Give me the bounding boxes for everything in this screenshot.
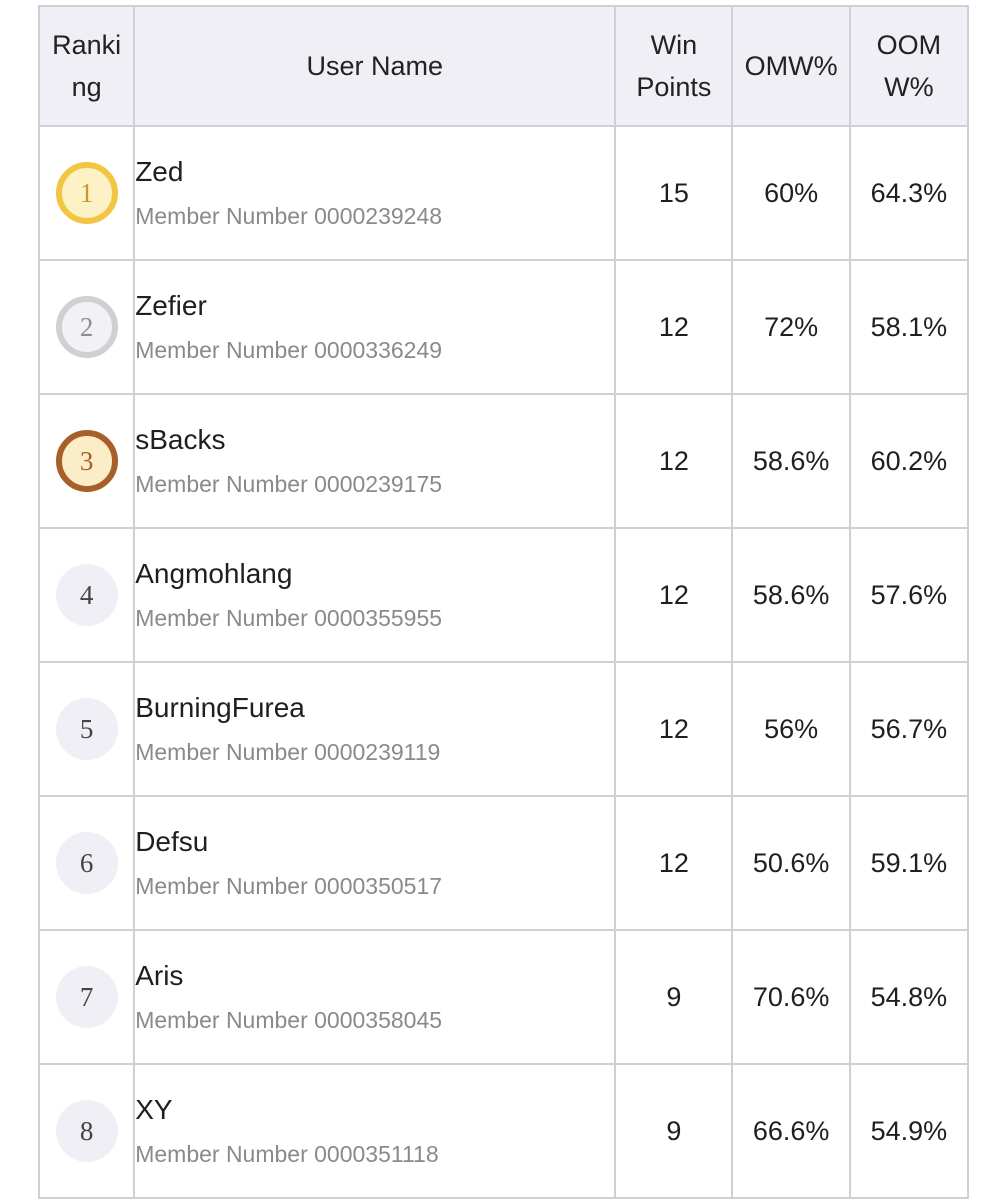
- win-points-cell: 12: [614, 661, 734, 797]
- oomw-cell: 60.2%: [848, 393, 970, 529]
- rank-cell: 6: [37, 795, 136, 931]
- silver-medal-icon: 2: [55, 296, 118, 358]
- header-oomw: OOMW%: [848, 5, 970, 127]
- rank-badge: 8: [55, 1100, 118, 1162]
- header-user-name-label: User Name: [306, 51, 443, 81]
- omw-cell: 58.6%: [731, 393, 851, 529]
- oomw-cell: 56.7%: [848, 661, 970, 797]
- gold-medal-icon: 1: [55, 162, 118, 224]
- user-name: Defsu: [135, 826, 209, 857]
- rank-number: 4: [79, 579, 94, 610]
- header-ranking: Ranking: [37, 5, 136, 127]
- win-points-cell: 12: [614, 393, 734, 529]
- rank-number: 2: [79, 311, 94, 342]
- omw-cell: 60%: [731, 125, 851, 261]
- member-number: Member Number 0000239248: [135, 203, 443, 229]
- header-row: Ranking User Name Win Points OMW% OOMW%: [37, 5, 970, 127]
- rank-number: 3: [79, 445, 94, 476]
- rank-number: 1: [79, 177, 94, 208]
- oomw-cell: 59.1%: [848, 795, 970, 931]
- table-row: 8 XY Member Number 0000351118 9 66.6% 54…: [37, 1063, 970, 1199]
- header-oomw-label: OOMW%: [876, 30, 942, 102]
- user-cell: sBacks Member Number 0000239175: [133, 393, 617, 529]
- win-points-cell: 15: [614, 125, 734, 261]
- user-cell: Aris Member Number 0000358045: [133, 929, 617, 1065]
- user-cell: Angmohlang Member Number 0000355955: [133, 527, 617, 663]
- oomw-cell: 64.3%: [848, 125, 970, 261]
- user-name: Zed: [135, 156, 184, 187]
- oomw-cell: 54.8%: [848, 929, 970, 1065]
- rank-badge: 7: [55, 966, 118, 1028]
- win-points-cell: 9: [614, 929, 734, 1065]
- rank-cell: 5: [37, 661, 136, 797]
- header-ranking-label: Ranking: [52, 30, 122, 102]
- rank-badge: 4: [55, 564, 118, 626]
- user-name: sBacks: [135, 424, 226, 455]
- table-row: 2 Zefier Member Number 0000336249 12 72%…: [37, 259, 970, 395]
- table-row: 7 Aris Member Number 0000358045 9 70.6% …: [37, 929, 970, 1065]
- user-cell: Defsu Member Number 0000350517: [133, 795, 617, 931]
- header-win-points-label: Win Points: [636, 30, 712, 102]
- omw-cell: 58.6%: [731, 527, 851, 663]
- member-number: Member Number 0000239175: [135, 471, 443, 497]
- omw-cell: 72%: [731, 259, 851, 395]
- rank-cell: 8: [37, 1063, 136, 1199]
- rank-number: 6: [79, 847, 94, 878]
- member-number: Member Number 0000351118: [135, 1141, 439, 1167]
- bronze-medal-icon: 3: [55, 430, 118, 492]
- user-cell: XY Member Number 0000351118: [133, 1063, 617, 1199]
- header-user-name: User Name: [133, 5, 617, 127]
- omw-cell: 70.6%: [731, 929, 851, 1065]
- member-number: Member Number 0000358045: [135, 1007, 443, 1033]
- member-number: Member Number 0000336249: [135, 337, 443, 363]
- user-name: BurningFurea: [135, 692, 305, 723]
- win-points-cell: 12: [614, 527, 734, 663]
- omw-cell: 50.6%: [731, 795, 851, 931]
- rank-number: 8: [79, 1115, 94, 1146]
- user-name: Aris: [135, 960, 184, 991]
- win-points-cell: 12: [614, 259, 734, 395]
- table-row: 5 BurningFurea Member Number 0000239119 …: [37, 661, 970, 797]
- win-points-cell: 9: [614, 1063, 734, 1199]
- rank-cell: 1: [37, 125, 136, 261]
- rank-cell: 7: [37, 929, 136, 1065]
- rank-badge: 6: [55, 832, 118, 894]
- oomw-cell: 57.6%: [848, 527, 970, 663]
- omw-cell: 66.6%: [731, 1063, 851, 1199]
- oomw-cell: 54.9%: [848, 1063, 970, 1199]
- user-cell: Zefier Member Number 0000336249: [133, 259, 617, 395]
- omw-cell: 56%: [731, 661, 851, 797]
- standings-table: Ranking User Name Win Points OMW% OOMW% …: [37, 5, 970, 1199]
- table-row: 6 Defsu Member Number 0000350517 12 50.6…: [37, 795, 970, 931]
- member-number: Member Number 0000355955: [135, 605, 443, 631]
- header-win-points: Win Points: [614, 5, 734, 127]
- user-name: Zefier: [135, 290, 207, 321]
- user-cell: Zed Member Number 0000239248: [133, 125, 617, 261]
- rank-number: 7: [79, 981, 94, 1012]
- table-row: 1 Zed Member Number 0000239248 15 60% 64…: [37, 125, 970, 261]
- rank-badge: 5: [55, 698, 118, 760]
- table-row: 3 sBacks Member Number 0000239175 12 58.…: [37, 393, 970, 529]
- rank-number: 5: [79, 713, 94, 744]
- user-name: Angmohlang: [135, 558, 293, 589]
- member-number: Member Number 0000350517: [135, 873, 443, 899]
- rank-cell: 3: [37, 393, 136, 529]
- user-cell: BurningFurea Member Number 0000239119: [133, 661, 617, 797]
- header-omw-label: OMW%: [744, 51, 838, 81]
- rank-cell: 2: [37, 259, 136, 395]
- table-row: 4 Angmohlang Member Number 0000355955 12…: [37, 527, 970, 663]
- oomw-cell: 58.1%: [848, 259, 970, 395]
- win-points-cell: 12: [614, 795, 734, 931]
- user-name: XY: [135, 1094, 173, 1125]
- member-number: Member Number 0000239119: [135, 739, 441, 765]
- header-omw: OMW%: [731, 5, 851, 127]
- rank-cell: 4: [37, 527, 136, 663]
